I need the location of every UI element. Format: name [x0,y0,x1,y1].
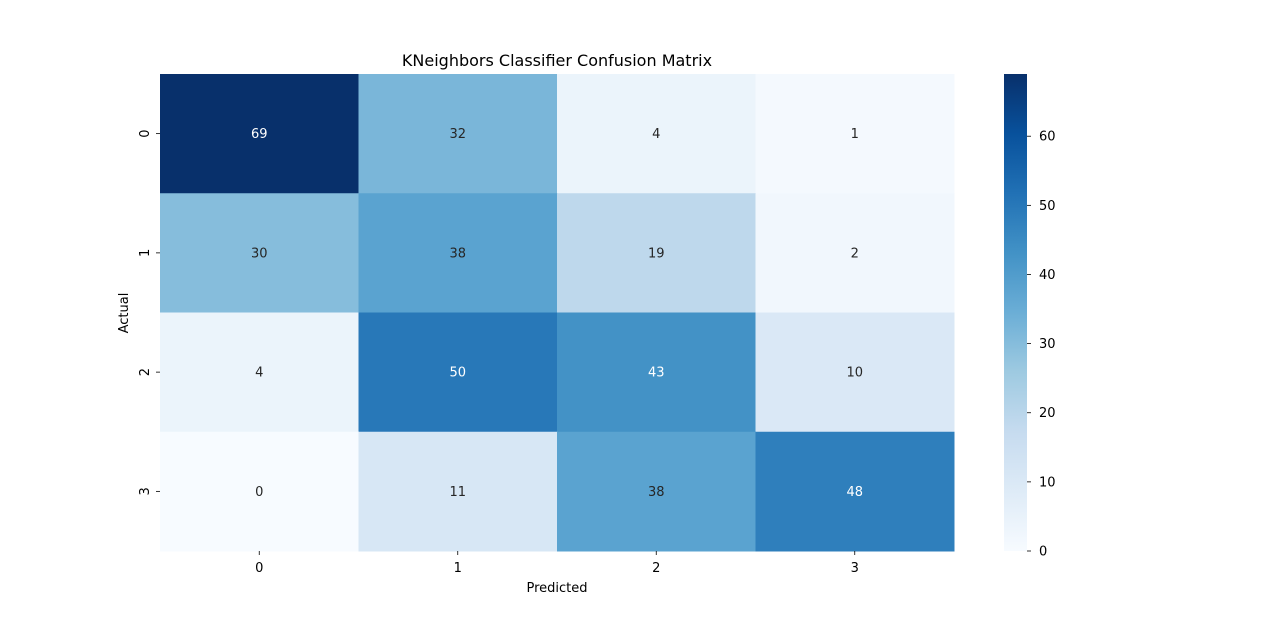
cell-value-label: 43 [648,366,665,381]
heatmap-cell [557,431,756,552]
colorbar-tick-label: 10 [1039,475,1056,490]
colorbar-tick-label: 0 [1039,545,1047,560]
heatmap-cell [358,193,558,313]
cell-value-label: 4 [652,127,660,142]
y-tick-label: 1 [138,249,153,257]
x-axis: 0 1 2 3 [255,551,859,576]
cell-value-label: 19 [648,246,665,261]
y-tick-label: 0 [138,129,153,137]
colorbar-tick-label: 50 [1039,199,1056,214]
heatmap-cell [755,431,955,552]
y-tick-label: 2 [138,368,153,376]
cell-value-label: 2 [851,246,859,261]
colorbar-gradient [1004,74,1027,551]
chart-title: KNeighbors Classifier Confusion Matrix [402,51,712,70]
cell-value-label: 0 [255,485,263,500]
heatmap-cell [160,193,359,313]
colorbar: 0 10 20 30 40 50 60 [1004,74,1056,560]
y-tick-label: 3 [138,487,153,495]
x-tick-label: 1 [454,561,462,576]
colorbar-tick-label: 20 [1039,406,1056,421]
x-tick-label: 3 [851,561,859,576]
cell-value-label: 69 [251,127,268,142]
x-tick-label: 2 [652,561,660,576]
heatmap-cells: 69 32 4 1 30 38 19 2 4 50 43 10 0 11 38 48 [160,74,955,552]
cell-value-label: 10 [846,366,863,381]
x-axis-label: Predicted [526,581,587,596]
heatmap-cell [755,74,955,194]
heatmap-cell [160,431,359,552]
cell-value-label: 38 [449,246,466,261]
heatmap-cell [557,74,756,194]
x-tick-label: 0 [255,561,263,576]
cell-value-label: 48 [846,485,863,500]
heatmap-cell [160,74,359,194]
colorbar-tick-label: 60 [1039,130,1056,145]
cell-value-label: 4 [255,366,263,381]
cell-value-label: 11 [449,485,466,500]
heatmap-cell [557,312,756,433]
heatmap-cell [755,312,955,433]
heatmap-cell [557,193,756,313]
heatmap-cell [358,74,558,194]
y-axis: 0 1 2 3 [138,129,160,496]
cell-value-label: 1 [851,127,859,142]
colorbar-tick-label: 40 [1039,268,1056,283]
colorbar-tick-label: 30 [1039,337,1056,352]
heatmap-cell [755,193,955,313]
cell-value-label: 30 [251,246,268,261]
heatmap-cell [358,312,558,433]
cell-value-label: 38 [648,485,665,500]
heatmap-cell [160,312,359,433]
cell-value-label: 50 [449,366,466,381]
heatmap-cell [358,431,558,552]
y-axis-label: Actual [117,293,132,334]
cell-value-label: 32 [449,127,466,142]
